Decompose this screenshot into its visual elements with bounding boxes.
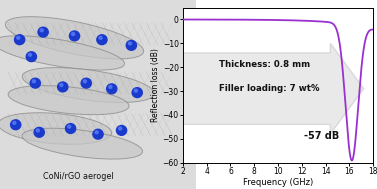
Circle shape — [32, 80, 35, 83]
Ellipse shape — [22, 68, 154, 102]
Ellipse shape — [0, 113, 112, 144]
Circle shape — [134, 89, 138, 92]
Text: Thickness: 0.8 mm: Thickness: 0.8 mm — [219, 60, 310, 69]
Circle shape — [116, 125, 127, 135]
Circle shape — [26, 52, 37, 62]
Ellipse shape — [22, 128, 143, 159]
Circle shape — [99, 36, 102, 39]
Circle shape — [17, 36, 20, 39]
Circle shape — [36, 129, 40, 132]
Y-axis label: Reflection loss (dB): Reflection loss (dB) — [151, 48, 160, 122]
Circle shape — [119, 127, 122, 130]
Ellipse shape — [5, 17, 144, 59]
Circle shape — [109, 85, 112, 88]
Circle shape — [126, 40, 136, 50]
Circle shape — [95, 131, 98, 134]
Text: Filler loading: 7 wt%: Filler loading: 7 wt% — [219, 84, 319, 93]
Circle shape — [107, 84, 117, 94]
X-axis label: Frequency (GHz): Frequency (GHz) — [243, 178, 313, 187]
Text: -57 dB: -57 dB — [304, 131, 339, 141]
FancyArrow shape — [183, 43, 364, 134]
Circle shape — [40, 29, 43, 32]
Circle shape — [14, 35, 25, 45]
Circle shape — [38, 27, 48, 37]
Circle shape — [93, 129, 103, 139]
Circle shape — [28, 53, 32, 56]
Circle shape — [81, 78, 91, 88]
Circle shape — [60, 84, 63, 87]
Circle shape — [83, 80, 86, 83]
Circle shape — [30, 78, 40, 88]
Circle shape — [13, 121, 16, 124]
Ellipse shape — [8, 86, 129, 115]
Circle shape — [132, 88, 143, 98]
Circle shape — [58, 82, 68, 92]
Circle shape — [66, 124, 76, 133]
Circle shape — [67, 125, 71, 128]
Text: CoNi/rGO aerogel: CoNi/rGO aerogel — [43, 172, 114, 181]
Circle shape — [72, 33, 75, 36]
Circle shape — [11, 120, 21, 130]
Circle shape — [129, 42, 132, 45]
FancyBboxPatch shape — [0, 0, 196, 189]
Circle shape — [69, 31, 80, 41]
Circle shape — [97, 35, 107, 45]
Ellipse shape — [0, 36, 124, 70]
Circle shape — [34, 127, 44, 137]
